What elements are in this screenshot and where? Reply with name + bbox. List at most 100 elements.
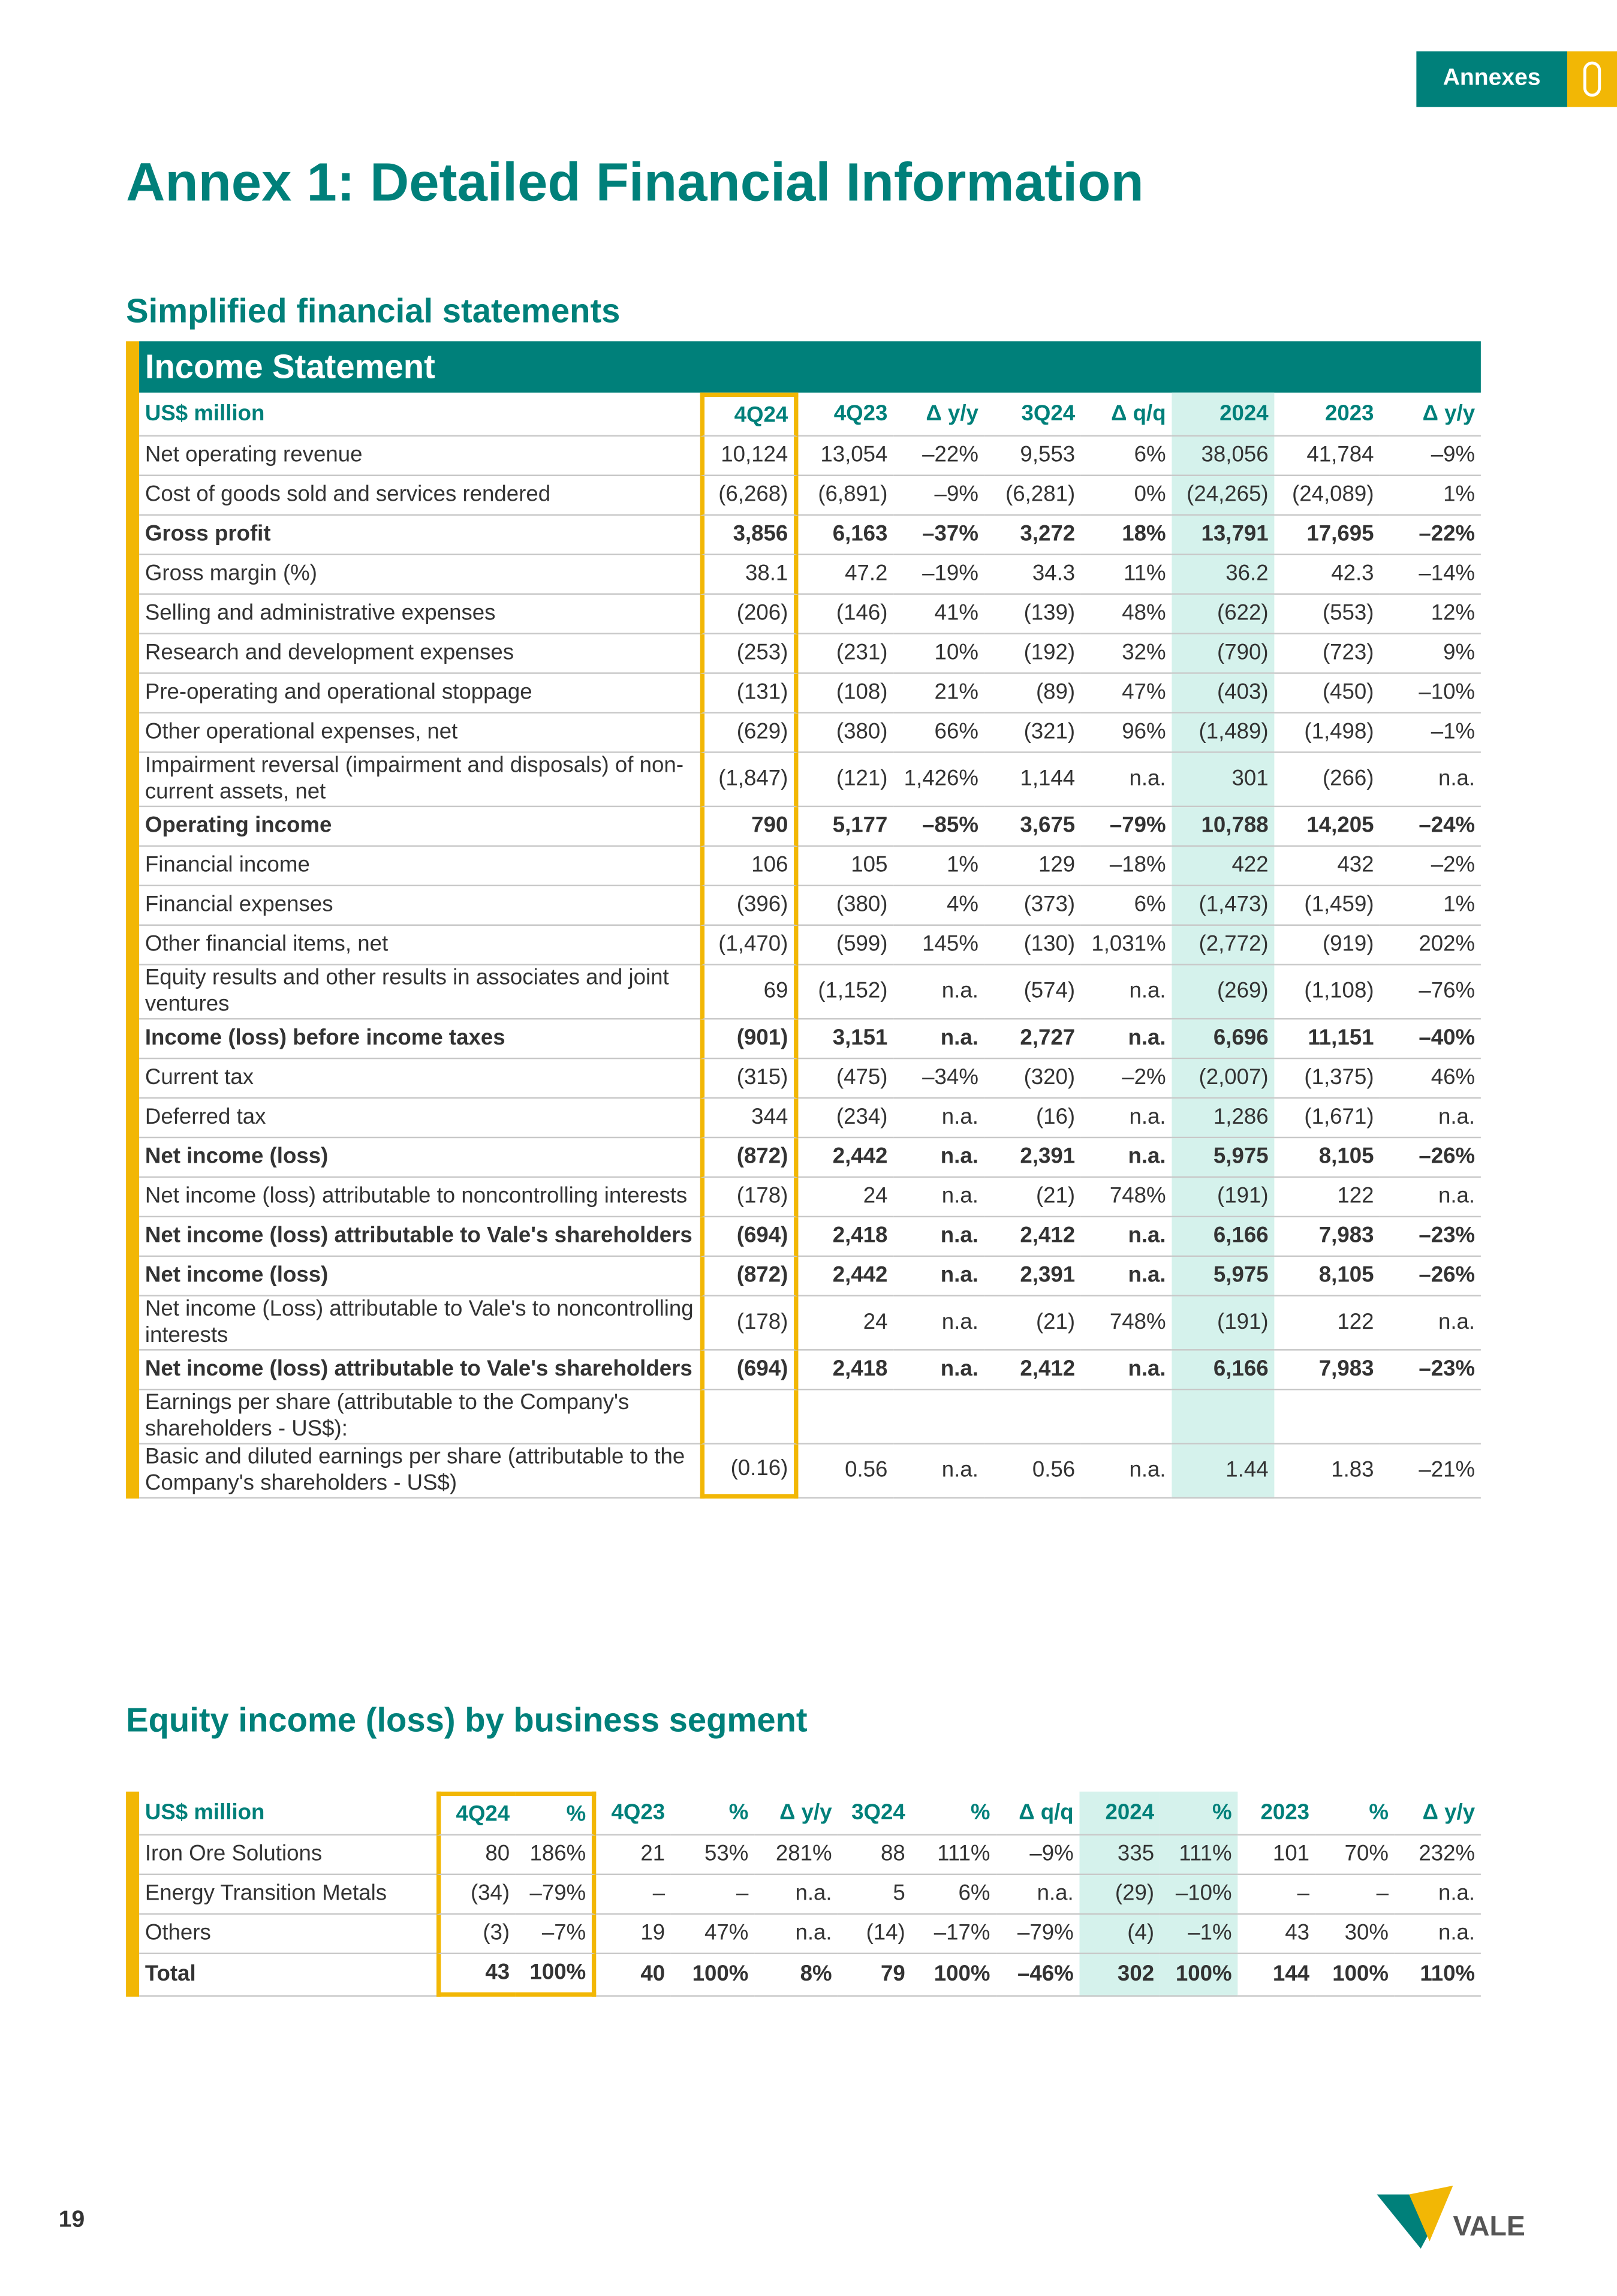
cell: (6,891): [798, 476, 894, 516]
cell: (4): [1079, 1915, 1160, 1954]
cell: n.a.: [1394, 1915, 1481, 1954]
table-row: Net operating revenue 10,124 13,054 –22% 9,5…: [139, 437, 1481, 476]
cell: –26%: [1380, 1138, 1481, 1178]
column-header: 4Q24: [700, 392, 799, 437]
cell: –76%: [1380, 965, 1481, 1020]
cell: 3,151: [798, 1019, 894, 1060]
cell: 422: [1172, 847, 1275, 887]
cell: 105: [798, 847, 894, 887]
empty-cell: [1172, 1390, 1275, 1445]
cell: 10%: [893, 634, 984, 674]
cell: 96%: [1080, 714, 1172, 753]
cell: 101: [1237, 1835, 1315, 1876]
cell: 24: [798, 1178, 894, 1218]
cell: 432: [1274, 847, 1380, 887]
logo-shape: [1409, 2185, 1453, 2241]
empty-cell: [1274, 1390, 1380, 1445]
cell: 6%: [911, 1875, 996, 1915]
table-row: Total 43 100% 40 100% 8% 79 100% –46% 302 100% 144 1…: [139, 1954, 1481, 1997]
cell: n.a.: [1080, 1217, 1172, 1257]
cell: 1%: [893, 847, 984, 887]
cell: –79%: [515, 1875, 597, 1915]
cell: (373): [984, 886, 1081, 926]
cell: 2,391: [984, 1138, 1081, 1178]
cell: –24%: [1380, 807, 1481, 847]
cell: 2,412: [984, 1350, 1081, 1391]
cell: (269): [1172, 965, 1275, 1020]
cell: n.a.: [1380, 753, 1481, 808]
page-number: 19: [58, 2207, 85, 2233]
cell: 748%: [1080, 1296, 1172, 1351]
cell: 10,788: [1172, 807, 1275, 847]
cell: 47.2: [798, 555, 894, 595]
row-label: Net income (Loss) attributable to Vale's…: [139, 1296, 700, 1351]
cell: 79: [838, 1954, 911, 1997]
cell: –10%: [1380, 674, 1481, 714]
cell: –9%: [996, 1835, 1080, 1876]
column-header: 3Q24: [838, 1792, 911, 1836]
table-row: Net income (loss) attributable to noncon…: [139, 1178, 1481, 1218]
cell: (1,470): [700, 925, 799, 965]
row-label: Gross profit: [139, 516, 700, 555]
cell: 129: [984, 847, 1081, 887]
clip-icon: [1567, 51, 1617, 107]
cell: (321): [984, 714, 1081, 753]
cell: –40%: [1380, 1019, 1481, 1060]
cell: 3,856: [700, 515, 799, 555]
cell: 100%: [1315, 1954, 1395, 1997]
clip-svg: [1583, 61, 1601, 97]
column-header: 2024: [1172, 392, 1275, 437]
cell: 53%: [670, 1835, 755, 1876]
row-label: Other financial items, net: [139, 926, 700, 965]
row-label: Net income (loss) attributable to Vale's…: [139, 1217, 700, 1257]
cell: 8%: [754, 1954, 838, 1997]
cell: 3,675: [984, 807, 1081, 847]
cell: (2,007): [1172, 1059, 1275, 1099]
cell: 8,105: [1274, 1138, 1380, 1178]
cell: 66%: [893, 714, 984, 753]
cell: –26%: [1380, 1257, 1481, 1297]
cell: (1,459): [1274, 886, 1380, 926]
cell: (131): [700, 673, 799, 714]
row-label: Impairment reversal (impairment and disp…: [139, 753, 700, 808]
cell: (178): [700, 1178, 799, 1218]
cell: 6,163: [798, 516, 894, 555]
column-header: Δ q/q: [996, 1792, 1080, 1836]
cell: –9%: [1380, 437, 1481, 476]
cell: –2%: [1380, 847, 1481, 887]
cell: 748%: [1080, 1178, 1172, 1218]
cell: 43: [1237, 1915, 1315, 1954]
logo: VALE: [1377, 2185, 1525, 2249]
header-row: US$ million 4Q24 4Q23 Δ y/y 3Q24 Δ q/q 2024 202…: [139, 392, 1481, 437]
cell: 144: [1237, 1954, 1315, 1997]
cell: (629): [700, 713, 799, 753]
cell: 3,272: [984, 516, 1081, 555]
cell: 202%: [1380, 926, 1481, 965]
cell: 43: [436, 1954, 516, 1997]
cell: 12%: [1380, 595, 1481, 634]
cell: –: [1237, 1875, 1315, 1915]
cell: (139): [984, 595, 1081, 634]
column-header: 4Q23: [798, 393, 894, 437]
cell: 9%: [1380, 634, 1481, 674]
column-header: %: [1315, 1792, 1395, 1836]
cell: 0.56: [798, 1445, 894, 1499]
cell: 41%: [893, 595, 984, 634]
row-label: Energy Transition Metals: [139, 1875, 437, 1915]
cell: 2,727: [984, 1019, 1081, 1060]
section-title: Equity income (loss) by business segment: [126, 1701, 808, 1739]
cell: n.a.: [1080, 1099, 1172, 1139]
empty-cell: [798, 1390, 894, 1445]
cell: n.a.: [1394, 1875, 1481, 1915]
row-label: Earnings per share (attributable to the …: [139, 1390, 700, 1445]
cell: (89): [984, 674, 1081, 714]
cell: n.a.: [893, 1019, 984, 1060]
row-label: Financial expenses: [139, 886, 700, 926]
cell: –46%: [996, 1954, 1080, 1997]
cell: –: [596, 1875, 671, 1915]
cell: 5: [838, 1875, 911, 1915]
table-row: Gross profit 3,856 6,163 –37% 3,272 18% 13,791…: [139, 515, 1481, 555]
income-statement: Income Statement US$ million 4Q24 4Q23 Δ y/…: [126, 341, 1481, 1499]
cell: 9,553: [984, 437, 1081, 476]
column-header: 2024: [1079, 1791, 1160, 1836]
